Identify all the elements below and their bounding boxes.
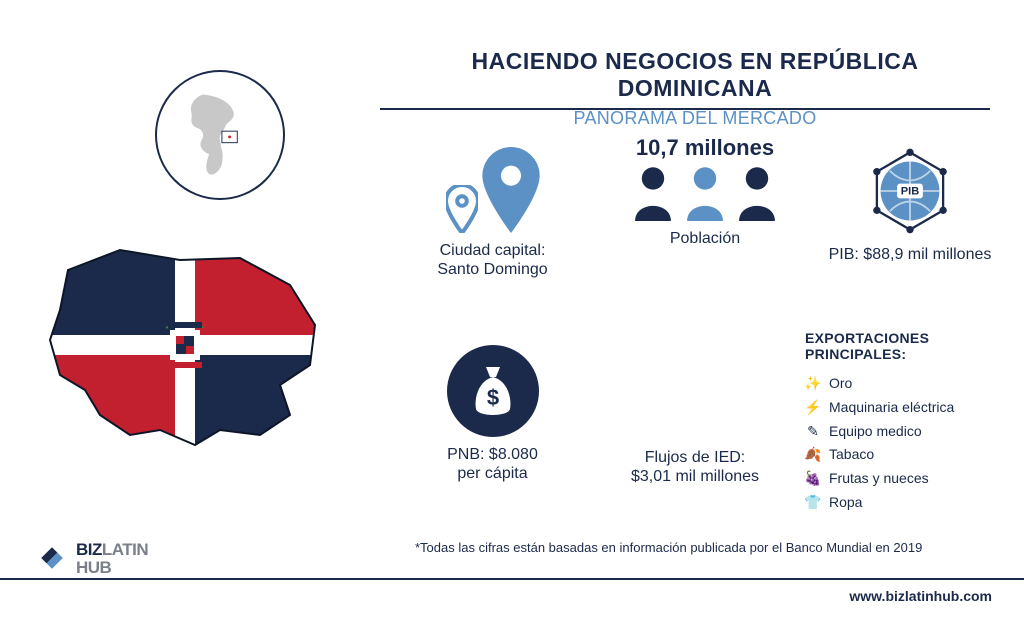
exports-list: ✨ Oro ⚡ Maquinaria eléctrica ✎ Equipo medic… (805, 372, 1005, 515)
clothing-icon: 👕 (805, 491, 821, 515)
logo: BIZLATIN HUB (34, 540, 148, 576)
medical-icon: ✎ (805, 420, 821, 444)
pin-small-icon (446, 185, 478, 233)
export-label: Maquinaria eléctrica (829, 396, 954, 420)
population-value: 10,7 millones (600, 135, 810, 161)
pin-large-icon (482, 147, 540, 233)
export-item: 👕 Ropa (805, 491, 1005, 515)
svg-text:$: $ (486, 385, 498, 410)
export-label: Equipo medico (829, 420, 922, 444)
person-icon (734, 165, 780, 221)
gnp-line2: per cápita (400, 465, 585, 483)
export-item: ⚡ Maquinaria eléctrica (805, 396, 1005, 420)
capital-line2: Santo Domingo (400, 261, 585, 279)
stat-capital: Ciudad capital: Santo Domingo (400, 145, 585, 279)
population-label: Población (600, 229, 810, 249)
stat-gnp: $ PNB: $8.080 per cápita (400, 345, 585, 483)
capital-line1: Ciudad capital: (400, 241, 585, 261)
logo-text-hub: HUB (76, 559, 148, 576)
logo-text-latin: LATIN (102, 540, 148, 559)
site-url: www.bizlatinhub.com (849, 588, 992, 604)
bar (683, 366, 707, 440)
bar-chart-icon (605, 340, 785, 440)
bar (713, 342, 737, 440)
divider-bottom (0, 578, 1024, 580)
export-label: Ropa (829, 491, 862, 515)
globe-icon (155, 70, 285, 200)
footnote: *Todas las cifras están basadas en infor… (415, 540, 922, 555)
gold-icon: ✨ (805, 372, 821, 396)
logo-mark-icon (34, 540, 70, 576)
main-title: HACIENDO NEGOCIOS EN REPÚBLICA DOMINICAN… (410, 48, 980, 102)
stat-gdp: PIB PIB: $88,9 mil millones (815, 145, 1005, 265)
stat-population: 10,7 millones Población (600, 135, 810, 249)
gnp-line1: PNB: $8.080 (400, 445, 585, 465)
gdp-label: PIB: $88,9 mil millones (815, 245, 1005, 265)
logo-text-biz: BIZ (76, 540, 102, 559)
electric-icon: ⚡ (805, 396, 821, 420)
export-label: Tabaco (829, 443, 874, 467)
people-icon-row (600, 165, 810, 221)
svg-text:PIB: PIB (901, 186, 919, 198)
export-item: 🍂 Tabaco (805, 443, 1005, 467)
person-icon (682, 165, 728, 221)
export-label: Frutas y nueces (829, 467, 929, 491)
person-icon (630, 165, 676, 221)
subtitle: PANORAMA DEL MERCADO (410, 108, 980, 129)
fdi-line2: $3,01 mil millones (605, 468, 785, 486)
export-label: Oro (829, 372, 852, 396)
fruit-icon: 🍇 (805, 467, 821, 491)
dr-flag-map (30, 230, 340, 460)
export-item: ✎ Equipo medico (805, 420, 1005, 444)
gdp-icon: PIB (864, 145, 956, 237)
fdi-line1: Flujos de IED: (605, 448, 785, 468)
export-item: ✨ Oro (805, 372, 1005, 396)
exports-title: EXPORTACIONES PRINCIPALES: (805, 330, 1005, 362)
money-bag-icon: $ (467, 361, 519, 421)
tobacco-icon: 🍂 (805, 443, 821, 467)
bar (653, 388, 677, 440)
title-block: HACIENDO NEGOCIOS EN REPÚBLICA DOMINICAN… (410, 48, 980, 129)
stat-fdi: Flujos de IED: $3,01 mil millones (605, 340, 785, 486)
export-item: 🍇 Frutas y nueces (805, 467, 1005, 491)
exports-block: EXPORTACIONES PRINCIPALES: ✨ Oro ⚡ Maquina… (805, 330, 1005, 515)
divider-top (380, 108, 990, 110)
